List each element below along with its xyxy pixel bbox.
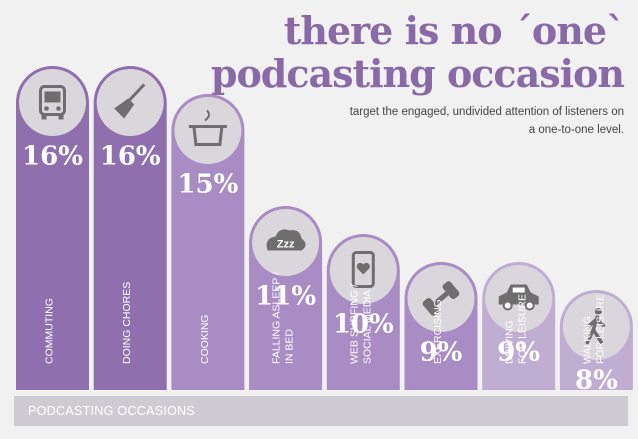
category-label: COOKING <box>199 314 211 364</box>
bar-group: 8%WALKINGFOR LEISURE <box>559 290 633 396</box>
category-label-line: WEB SURFING / <box>348 284 360 364</box>
bar-group: 16% DOING CHORES <box>93 66 167 390</box>
broom-icon <box>114 83 146 119</box>
bar-group: 10%WEB SURFING /SOCIAL MEDIA <box>326 234 400 390</box>
category-label-line: IN BED <box>284 329 296 364</box>
zzz-glyph: Zzz <box>277 239 295 251</box>
category-label-line: SOCIAL MEDIA <box>361 290 373 364</box>
category-label: FALLING ASLEEP /IN BED <box>271 272 296 364</box>
category-label-line: EXERCISING <box>432 299 444 364</box>
title-line-1: there is no ´one` <box>283 8 625 53</box>
category-label-line: DRIVING <box>504 320 516 364</box>
cooking-pot-icon <box>188 109 227 146</box>
chart-title: there is no ´one` podcasting occasion <box>210 8 625 96</box>
category-label: WALKINGFOR LEISURE <box>581 294 606 364</box>
sleep-cloud-icon: Zzz <box>266 229 306 251</box>
chart-subtitle: target the engaged, undivided attention … <box>349 106 624 136</box>
category-label: DOING CHORES <box>121 282 133 364</box>
phone-heart-icon <box>351 251 375 288</box>
data-label: 11% <box>255 282 316 312</box>
category-label-line: COOKING <box>199 314 211 364</box>
walking-person-icon <box>585 308 606 345</box>
dumbbell-icon <box>422 281 460 316</box>
data-label: 15% <box>177 170 238 200</box>
bar-group: 16% COMMUTING <box>16 66 89 390</box>
category-label-line: DOING CHORES <box>121 282 133 364</box>
category-label: COMMUTING <box>44 298 56 364</box>
bar <box>16 66 89 390</box>
bus-icon <box>39 85 66 120</box>
icon-circle <box>562 293 630 360</box>
data-label: 9% <box>420 338 463 368</box>
category-label: DRIVINGFOR LEISURE <box>504 294 529 364</box>
category-label-line: FALLING ASLEEP / <box>271 272 283 364</box>
category-label-line: FOR LEISURE <box>594 294 606 364</box>
dumbbell-shape <box>422 281 460 316</box>
category-label: EXERCISING <box>432 299 444 364</box>
bar-group: Zzz 11%FALLING ASLEEP /IN BED <box>249 206 323 390</box>
data-label: 16% <box>100 142 161 172</box>
bar-group: 9%DRIVINGFOR LEISURE <box>482 262 556 390</box>
bar-group: 15% COOKING <box>171 94 245 390</box>
bar <box>93 66 167 390</box>
data-label: 8% <box>575 366 618 396</box>
category-label-line: FOR LEISURE <box>517 294 529 364</box>
bar <box>171 94 245 390</box>
x-axis-label: PODCASTING OCCASIONS <box>28 404 196 418</box>
icon-circle <box>174 97 242 164</box>
bar-group: 9%EXERCISING <box>404 262 478 390</box>
data-label: 9% <box>497 338 540 368</box>
category-label-line: WALKING <box>581 316 593 364</box>
category-label: WEB SURFING /SOCIAL MEDIA <box>348 284 373 364</box>
data-label: 10% <box>333 310 394 340</box>
category-label-line: COMMUTING <box>44 298 56 364</box>
car-icon <box>498 284 539 311</box>
x-axis-bar: PODCASTING OCCASIONS <box>14 396 628 426</box>
title-line-2: podcasting occasion <box>210 51 625 96</box>
data-label: 16% <box>22 142 83 172</box>
